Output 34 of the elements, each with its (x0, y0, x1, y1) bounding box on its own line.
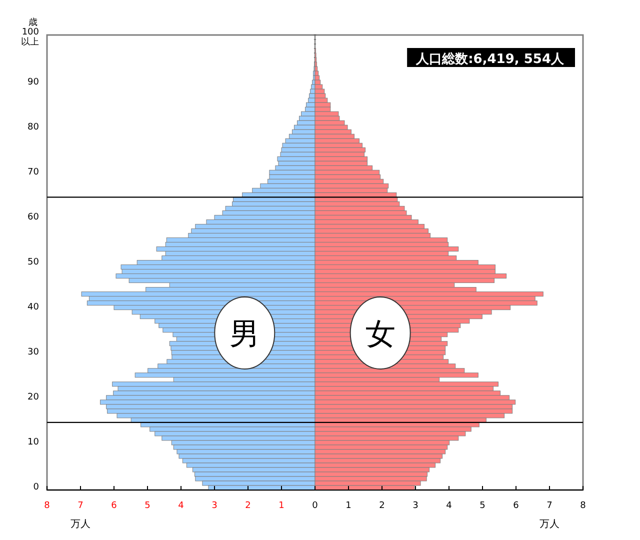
y-tick-label: 60 (28, 212, 40, 222)
x-tick-label: 4 (178, 501, 184, 511)
x-tick-label: 7 (546, 501, 552, 511)
x-tick-label: 0 (312, 501, 318, 511)
y-tick-label: 30 (28, 348, 40, 358)
series-label: 男 (230, 317, 260, 352)
x-tick-label: 5 (480, 501, 486, 511)
x-tick-label: 8 (44, 501, 50, 511)
x-tick-label: 4 (446, 501, 452, 511)
x-tick-label: 8 (580, 501, 586, 511)
x-tick-label: 6 (111, 501, 118, 511)
x-tick-label: 1 (278, 501, 284, 511)
x-tick-label: 3 (412, 501, 418, 511)
y-tick-label: 10 (28, 438, 40, 448)
x-tick-label: 6 (513, 501, 520, 511)
y-tick-label: 40 (28, 302, 40, 313)
y-axis-title: 歳 (28, 17, 38, 28)
y-tick-label: 0 (33, 482, 40, 493)
y-tick-label: 90 (28, 77, 40, 88)
series-label: 女 (365, 317, 396, 352)
text: 万人 (540, 519, 560, 530)
y-tick-label: 100 以上 (21, 27, 40, 48)
x-tick-label: 3 (212, 501, 218, 511)
x-tick-label: 2 (245, 501, 251, 511)
x-axis-title: 万人 (70, 519, 90, 530)
y-tick-label: 70 (28, 167, 40, 178)
annotation: 人口総数:6,419, 554人 (415, 52, 565, 67)
y-tick-label: 20 (28, 392, 40, 403)
x-tick-label: 2 (379, 501, 385, 511)
y-tick-label: 50 (28, 258, 40, 268)
y-tick-label: 80 (28, 122, 40, 132)
x-tick-label: 7 (78, 501, 84, 511)
x-tick-label: 1 (346, 501, 352, 511)
x-tick-label: 5 (144, 501, 150, 511)
